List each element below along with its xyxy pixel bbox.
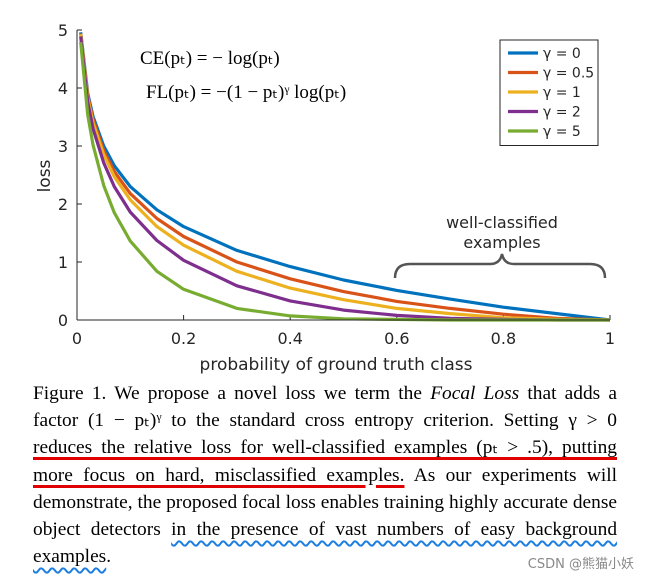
y-tick-label: 2 [58,195,68,214]
annotation: examples [463,233,540,252]
brace [393,253,607,279]
caption-highlight: in the presence of vast numbers of easy … [33,519,618,568]
caption-text: As our experiments will demonstrate, the… [33,464,617,541]
y-tick-label: 3 [58,137,68,156]
y-axis-label: loss [35,159,55,192]
formula: FL(pₜ) = −(1 − pₜ)ᵞ log(pₜ) [146,82,346,103]
caption-highlight: reduces the relative loss for well-class… [33,437,617,486]
caption-text: that adds a factor (1 − pₜ)ᵞ to the stan… [33,383,617,432]
y-tick-label: 1 [58,253,68,272]
formula: CE(pₜ) = − log(pₜ) [140,48,280,69]
legend-label: γ = 5 [543,124,581,140]
caption-text: . [106,546,112,568]
legend-label: γ = 0 [543,46,581,62]
legend-label: γ = 2 [543,105,581,121]
y-tick-label: 0 [58,311,68,330]
caption: Figure 1. We propose a novel loss we ter… [33,380,617,570]
legend-label: γ = 0.5 [543,66,594,82]
x-tick-label: 0.6 [384,329,409,348]
y-tick-label: 4 [58,79,68,98]
legend-label: γ = 1 [543,85,581,101]
x-tick-label: 0.4 [277,329,302,348]
x-tick-label: 0.8 [491,329,516,348]
x-axis-label: probability of ground truth class [200,355,473,375]
x-tick-label: 0.2 [171,329,196,348]
caption-text: Figure 1. We propose a novel loss we ter… [33,383,431,404]
chart: CE(pₜ) = − log(pₜ) FL(pₜ) = −(1 − pₜ)ᵞ l… [35,21,615,375]
watermark: CSDN @熊猫小妖 [527,557,634,572]
x-tick-label: 0 [72,329,82,348]
x-tick-label: 1 [605,329,615,348]
line [79,33,611,322]
y-tick-label: 5 [58,21,68,40]
annotation: well-classified [446,213,558,232]
caption-text: Focal Loss [430,383,520,404]
